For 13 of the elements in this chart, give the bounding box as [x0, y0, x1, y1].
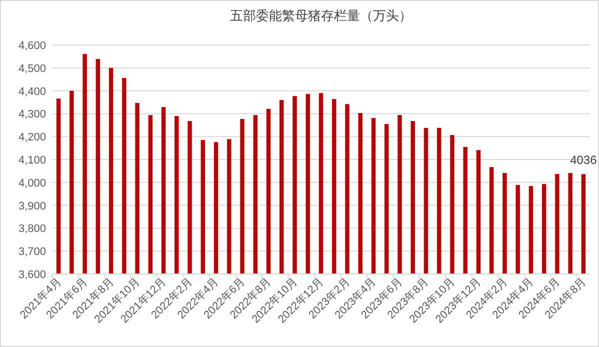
y-tick-label: 4,400 — [18, 86, 46, 98]
y-tick-label: 4,200 — [18, 132, 46, 144]
data-label: 4036 — [570, 153, 598, 168]
y-tick-label: 3,800 — [18, 223, 46, 236]
y-tick-label: 4,100 — [18, 154, 46, 166]
chart-title: 五部委能繁母猪存栏量（万头） — [230, 8, 412, 23]
y-tick-label: 4,600 — [18, 40, 46, 52]
y-tick-label: 3,600 — [18, 269, 46, 281]
y-tick-label: 3,700 — [18, 246, 46, 258]
y-tick-label: 4,000 — [18, 177, 46, 190]
y-tick-label: 4,300 — [18, 108, 46, 121]
y-tick-label: 3,900 — [18, 200, 46, 212]
y-tick-label: 4,500 — [18, 62, 46, 75]
